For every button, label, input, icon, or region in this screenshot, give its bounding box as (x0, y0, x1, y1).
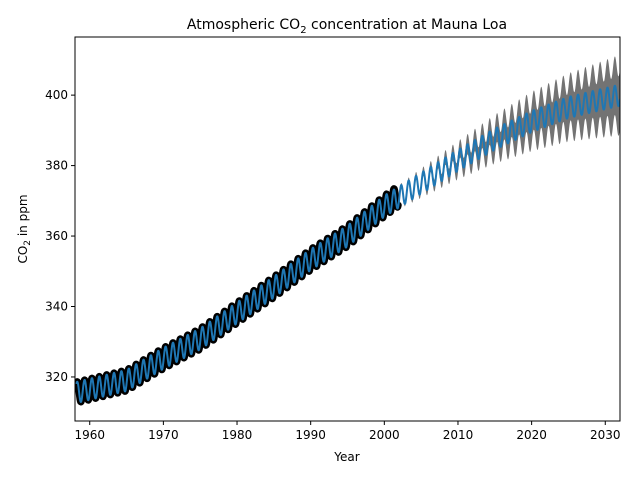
plot-area (75, 56, 620, 406)
chart-title-main: Atmospheric CO (187, 17, 300, 33)
x-tick-label: 2030 (590, 428, 621, 442)
x-axis-label: Year (333, 450, 359, 464)
y-tick-label: 360 (45, 229, 68, 243)
x-tick-label: 1970 (148, 428, 179, 442)
x-axis: 1960 1970 1980 1990 2000 2010 2020 2030 (74, 421, 621, 442)
y-axis-label-main: CO (16, 246, 30, 264)
y-axis-label-rest: in ppm (16, 194, 30, 240)
y-axis-label-subscript: 2 (23, 240, 33, 246)
x-tick-label: 1980 (222, 428, 253, 442)
chart-title: Atmospheric CO2 concentration at Mauna L… (187, 17, 507, 36)
y-axis: 320 340 360 380 400 (45, 88, 75, 384)
prediction-series-line (75, 84, 620, 403)
y-axis-label: CO2 in ppm (16, 194, 33, 263)
axes-frame (74, 36, 621, 422)
x-tick-label: 2010 (443, 428, 474, 442)
y-tick-label: 380 (45, 159, 68, 173)
y-tick-label: 340 (45, 300, 68, 314)
chart-title-subscript: 2 (300, 25, 306, 36)
y-tick-label: 320 (45, 370, 68, 384)
x-tick-label: 1990 (295, 428, 326, 442)
y-tick-label: 400 (45, 88, 68, 102)
x-tick-label: 2020 (516, 428, 547, 442)
x-tick-label: 1960 (74, 428, 105, 442)
chart-title-rest: concentration at Mauna Loa (307, 17, 508, 33)
x-tick-label: 2000 (369, 428, 400, 442)
